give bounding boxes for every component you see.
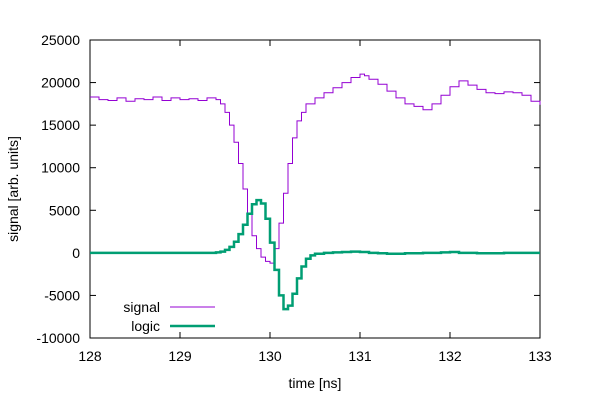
y-tick-label: -10000 (36, 330, 80, 346)
series-signal-line (90, 73, 541, 264)
x-tick-label: 128 (78, 348, 102, 364)
y-tick-label: 5000 (49, 202, 80, 218)
y-tick-label: 10000 (41, 160, 80, 176)
x-tick-label: 129 (168, 348, 192, 364)
legend-label-signal: signal (123, 299, 160, 315)
series-logic-line (90, 198, 540, 311)
x-tick-label: 130 (258, 348, 282, 364)
y-axis-title: signal [arb. units] (5, 136, 21, 242)
y-tick-label: 20000 (41, 75, 80, 91)
y-tick-label: 0 (72, 245, 80, 261)
y-tick-label: 25000 (41, 32, 80, 48)
legend: signal logic (123, 299, 215, 334)
x-axis-title: time [ns] (289, 375, 342, 391)
x-tick-label: 132 (438, 348, 462, 364)
legend-label-logic: logic (131, 318, 160, 334)
y-tick-label: -5000 (44, 287, 80, 303)
y-tick-label: 15000 (41, 117, 80, 133)
x-tick-label: 133 (528, 348, 552, 364)
x-tick-label: 131 (348, 348, 372, 364)
plot-frame (89, 39, 541, 339)
